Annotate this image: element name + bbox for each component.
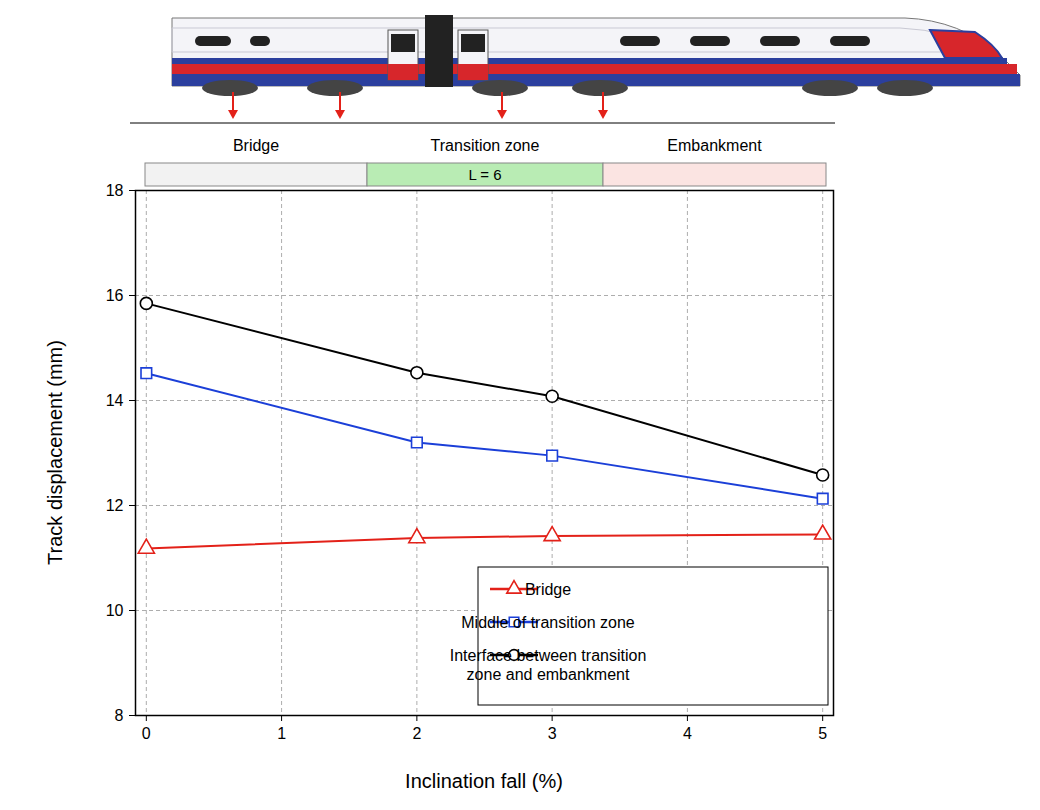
svg-text:Interface between transition: Interface between transition (450, 647, 647, 664)
svg-text:Bridge: Bridge (233, 137, 279, 154)
svg-text:L = 6: L = 6 (468, 166, 501, 183)
svg-text:Inclination fall (%): Inclination fall (%) (405, 770, 563, 792)
svg-text:5: 5 (818, 725, 827, 742)
svg-text:Middle of transition zone: Middle of transition zone (461, 614, 635, 631)
svg-text:16: 16 (106, 287, 124, 304)
svg-text:0: 0 (142, 725, 151, 742)
svg-text:Transition zone: Transition zone (431, 137, 540, 154)
svg-text:12: 12 (106, 497, 124, 514)
svg-text:14: 14 (106, 392, 124, 409)
svg-text:8: 8 (115, 707, 124, 724)
svg-text:18: 18 (106, 182, 124, 199)
svg-text:Track displacement (mm): Track displacement (mm) (44, 340, 66, 565)
svg-text:Bridge: Bridge (525, 581, 571, 598)
svg-text:3: 3 (548, 725, 557, 742)
svg-text:Embankment: Embankment (667, 137, 762, 154)
svg-text:4: 4 (683, 725, 692, 742)
svg-text:2: 2 (412, 725, 421, 742)
svg-text:zone and embankment: zone and embankment (467, 666, 630, 683)
svg-text:10: 10 (106, 602, 124, 619)
svg-text:1: 1 (277, 725, 286, 742)
